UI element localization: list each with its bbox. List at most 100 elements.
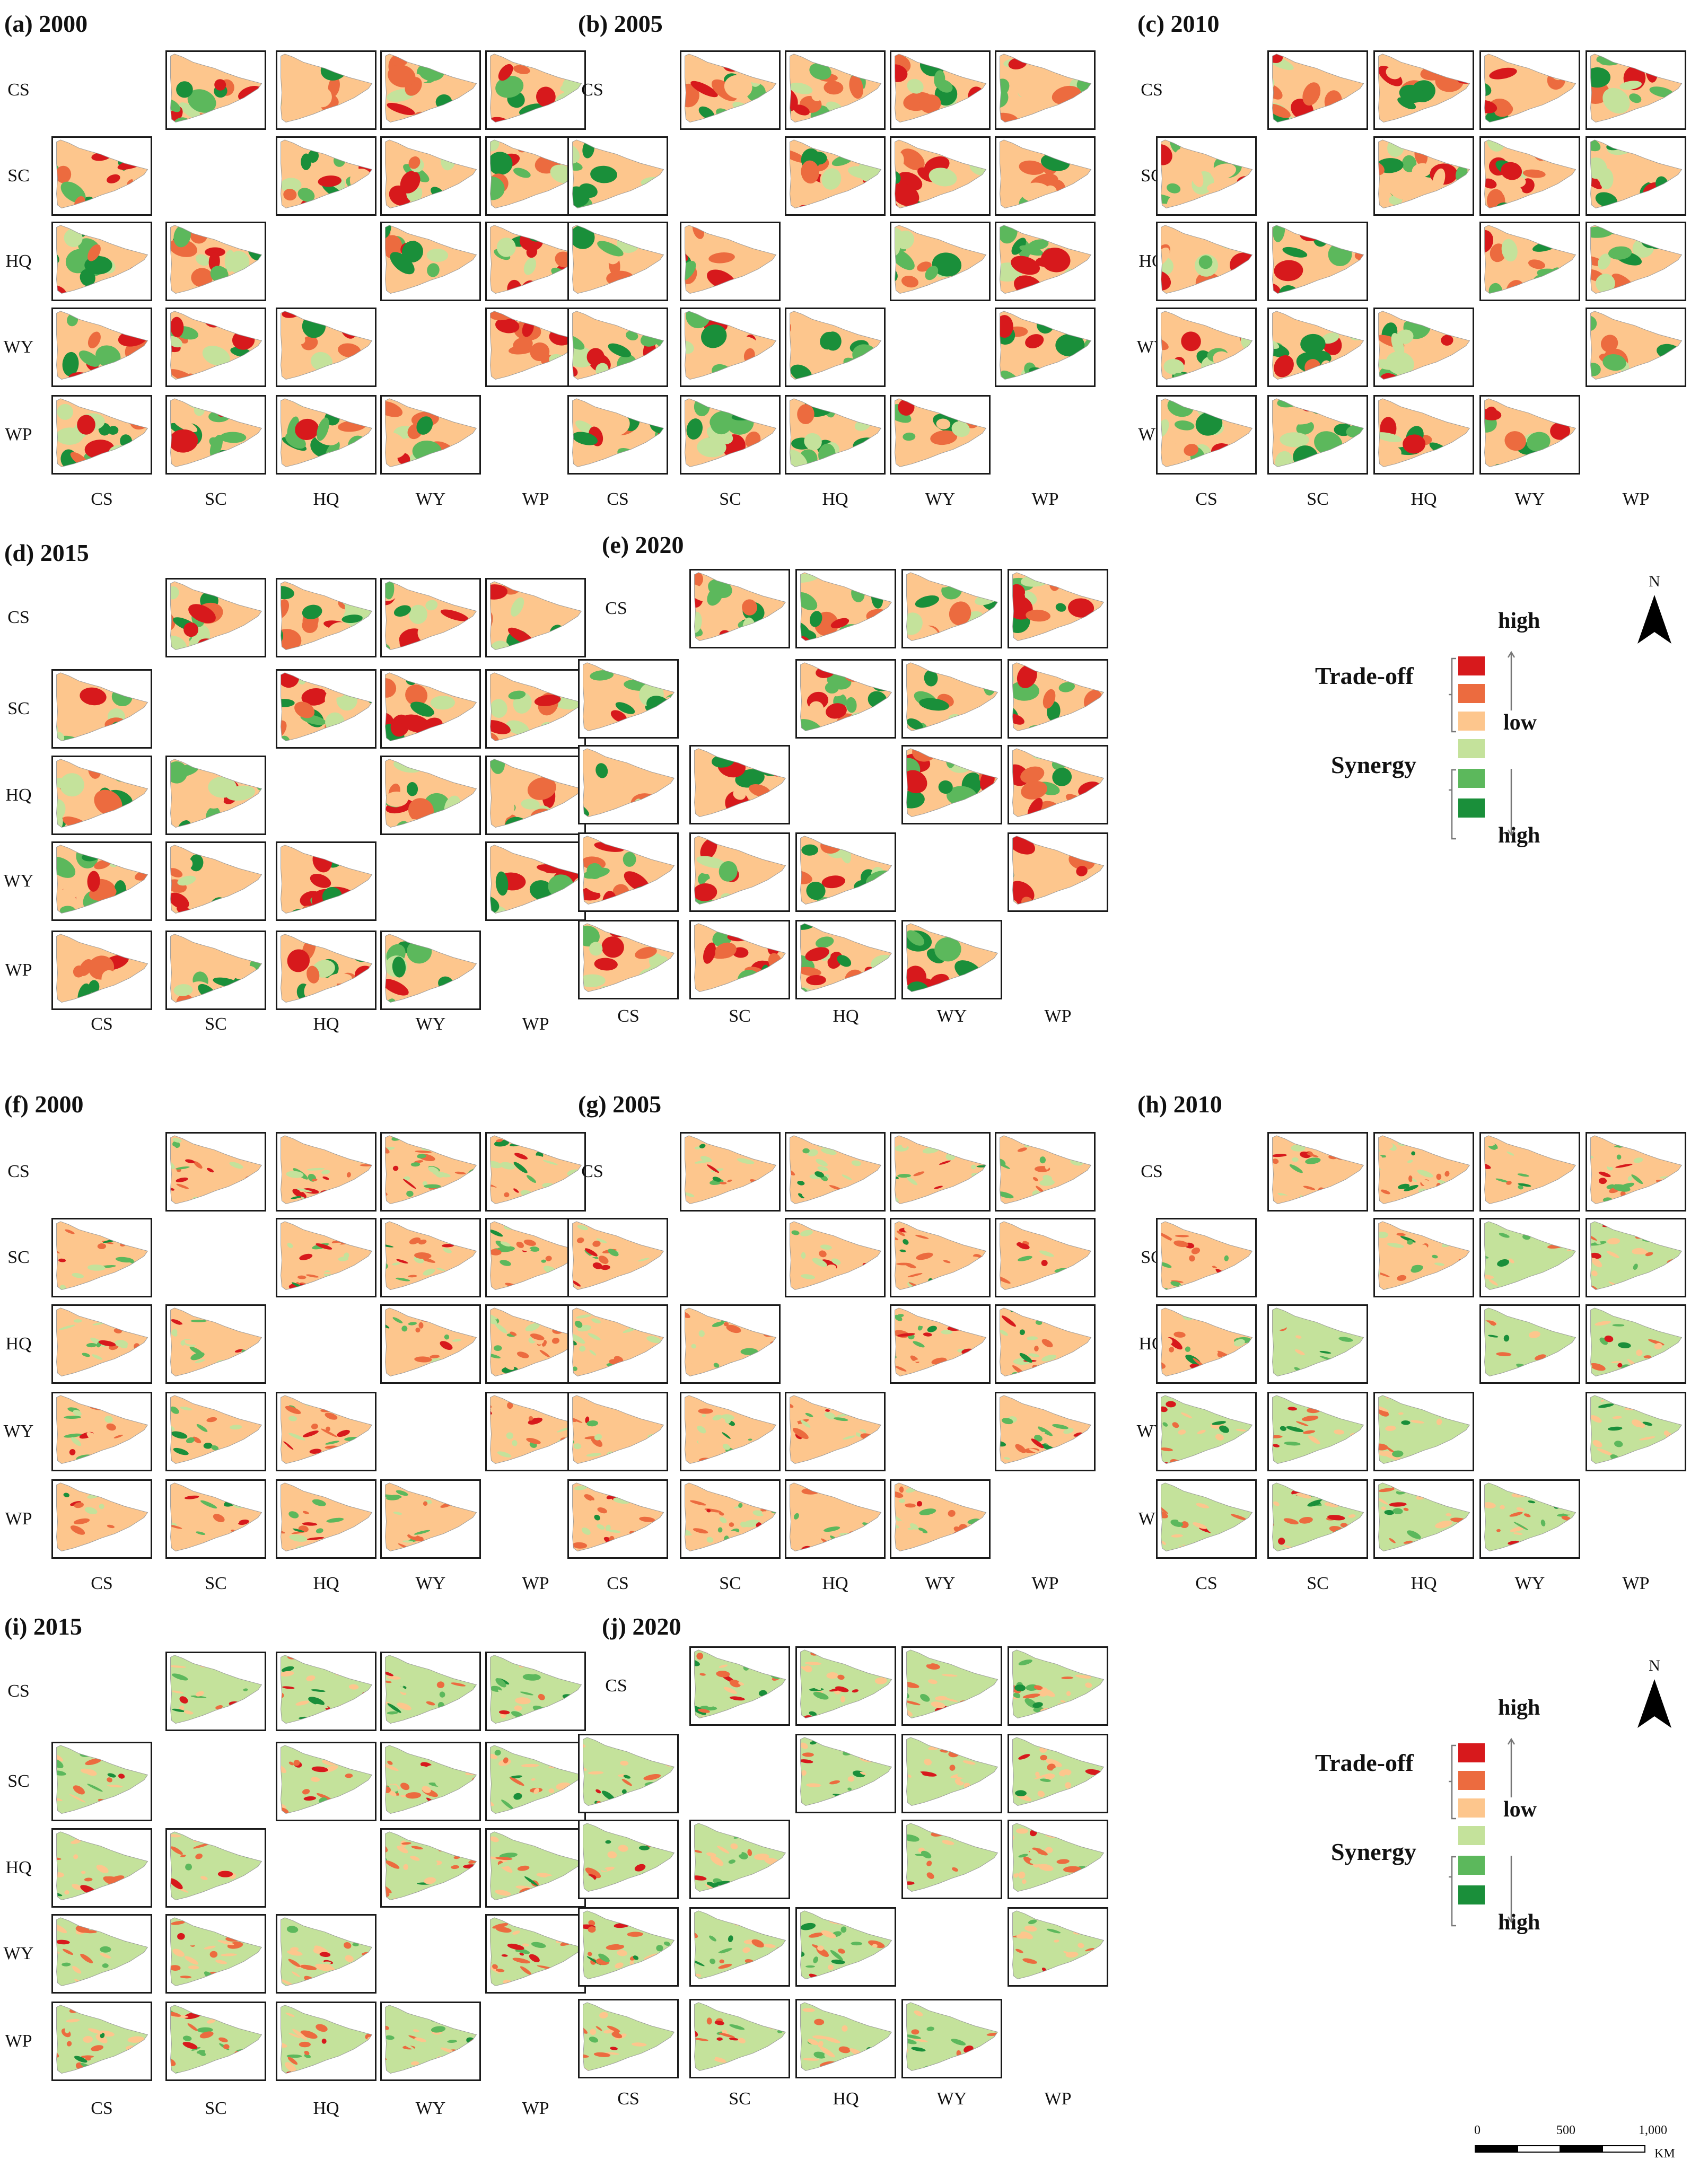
legend-high-label: high <box>1498 823 1540 848</box>
map-cell-CS-WP <box>995 1132 1096 1212</box>
choropleth-map <box>1161 1395 1253 1464</box>
map-cell-HQ-WP <box>995 1304 1096 1384</box>
map-cell-WP-SC <box>689 920 790 999</box>
map-cell-WY-HQ <box>785 308 886 387</box>
map-cell-HQ-SC <box>165 1304 266 1384</box>
map-cell-WY-SC <box>165 1914 266 1994</box>
panel-title: (i) 2015 <box>4 1613 82 1640</box>
column-label: SC <box>205 2099 227 2118</box>
column-label: SC <box>729 1006 751 1026</box>
legend-low-label: low <box>1503 710 1537 735</box>
choropleth-map <box>1590 1307 1683 1377</box>
choropleth-map <box>1378 1482 1470 1552</box>
choropleth-map <box>1378 398 1470 468</box>
row-label: WP <box>5 425 32 444</box>
map-cell-CS-HQ <box>276 1132 376 1212</box>
choropleth-map <box>800 1737 892 1806</box>
row-label: HQ <box>5 1858 32 1877</box>
choropleth-map <box>170 1135 262 1205</box>
choropleth-map <box>1272 1135 1364 1205</box>
choropleth-map <box>790 398 882 468</box>
choropleth-map <box>790 1482 882 1552</box>
choropleth-map <box>490 311 582 380</box>
map-cell-HQ-SC <box>165 222 266 301</box>
map-cell-WY-WP <box>485 1914 586 1994</box>
choropleth-map <box>385 1745 477 1814</box>
choropleth-map <box>281 139 373 209</box>
choropleth-map <box>906 748 998 818</box>
choropleth-map <box>1484 225 1576 294</box>
choropleth-map <box>170 398 262 468</box>
choropleth-map <box>1000 1307 1092 1377</box>
map-cell-WP-HQ <box>276 395 376 475</box>
column-label: WP <box>1622 1574 1650 1593</box>
choropleth-map <box>385 1307 477 1377</box>
column-label: HQ <box>313 1574 339 1593</box>
map-cell-CS-SC <box>680 50 781 130</box>
map-cell-SC-WP <box>1586 1218 1686 1297</box>
choropleth-map <box>583 662 675 732</box>
choropleth-map <box>170 1307 262 1377</box>
choropleth-map <box>790 311 882 380</box>
column-label: WP <box>1031 1574 1059 1593</box>
map-cell-CS-SC <box>1267 1132 1368 1212</box>
map-cell-HQ-WY <box>890 1304 991 1384</box>
map-cell-HQ-WP <box>1008 745 1108 824</box>
map-cell-SC-CS <box>567 136 668 216</box>
map-cell-CS-WP <box>995 50 1096 130</box>
choropleth-map <box>1272 54 1364 123</box>
map-cell-WP-SC <box>680 1479 781 1559</box>
map-cell-CS-WY <box>890 50 991 130</box>
choropleth-map <box>895 1135 987 1205</box>
choropleth-map <box>800 1910 892 1980</box>
column-label: WY <box>925 489 956 509</box>
legend-high-label: high <box>1498 1910 1540 1935</box>
map-cell-HQ-SC <box>165 1828 266 1908</box>
choropleth-map <box>170 1831 262 1901</box>
choropleth-map <box>1272 1307 1364 1377</box>
choropleth-map <box>56 1917 148 1987</box>
choropleth-map <box>170 759 262 828</box>
choropleth-map <box>685 1395 777 1464</box>
panel-title: (a) 2000 <box>4 10 88 37</box>
choropleth-map <box>490 1395 582 1464</box>
choropleth-map <box>281 1395 373 1464</box>
choropleth-map <box>56 225 148 294</box>
map-cell-WY-WP <box>995 1392 1096 1471</box>
row-label: SC <box>7 699 30 718</box>
map-cell-WP-HQ <box>1373 1479 1474 1559</box>
map-cell-CS-HQ <box>795 569 896 648</box>
map-cell-SC-HQ <box>1373 1218 1474 1297</box>
choropleth-map <box>490 1135 582 1205</box>
column-label: CS <box>91 1574 113 1593</box>
choropleth-map <box>170 1482 262 1552</box>
choropleth-map <box>906 572 998 642</box>
choropleth-map <box>1012 572 1105 642</box>
choropleth-map <box>1378 139 1470 209</box>
legend-swatch <box>1458 769 1485 788</box>
map-cell-WP-HQ <box>1373 395 1474 475</box>
map-cell-HQ-WP <box>485 1828 586 1908</box>
map-cell-SC-CS <box>567 1218 668 1297</box>
choropleth-map <box>281 1917 373 1987</box>
choropleth-map <box>1590 225 1683 294</box>
choropleth-map <box>1590 1135 1683 1205</box>
map-cell-SC-WY <box>1479 136 1580 216</box>
choropleth-map <box>790 54 882 123</box>
choropleth-map <box>170 1395 262 1464</box>
column-label: SC <box>729 2089 751 2109</box>
map-cell-HQ-WY <box>380 1828 481 1908</box>
map-cell-HQ-WP <box>1586 222 1686 301</box>
legend-swatch <box>1458 798 1485 818</box>
map-cell-HQ-SC <box>165 756 266 835</box>
choropleth-map <box>170 225 262 294</box>
choropleth-map <box>56 759 148 828</box>
choropleth-map <box>572 1307 664 1377</box>
map-cell-WP-HQ <box>785 1479 886 1559</box>
map-cell-HQ-WY <box>890 222 991 301</box>
map-cell-WP-CS <box>51 2002 152 2081</box>
map-cell-WP-HQ <box>276 1479 376 1559</box>
choropleth-map <box>281 2005 373 2074</box>
choropleth-map <box>694 923 786 993</box>
choropleth-map <box>385 139 477 209</box>
